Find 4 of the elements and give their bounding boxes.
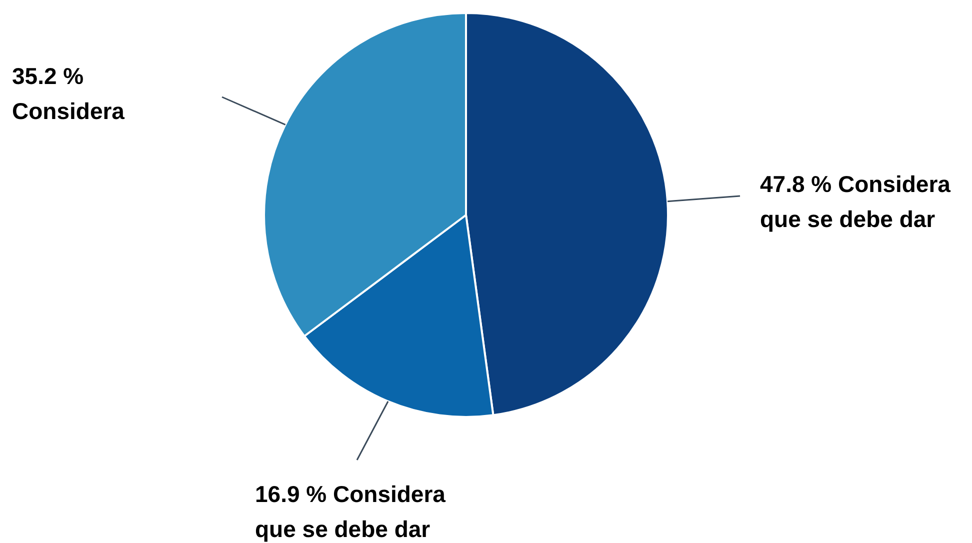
data-label: 35.2 % bbox=[12, 63, 84, 89]
slice-label: 16.9 % Considera que se debe dar bbox=[255, 481, 446, 542]
slice-label: 47.8 % Considera que se debe dar bbox=[760, 171, 951, 232]
slice-label: Considera bbox=[12, 98, 125, 124]
